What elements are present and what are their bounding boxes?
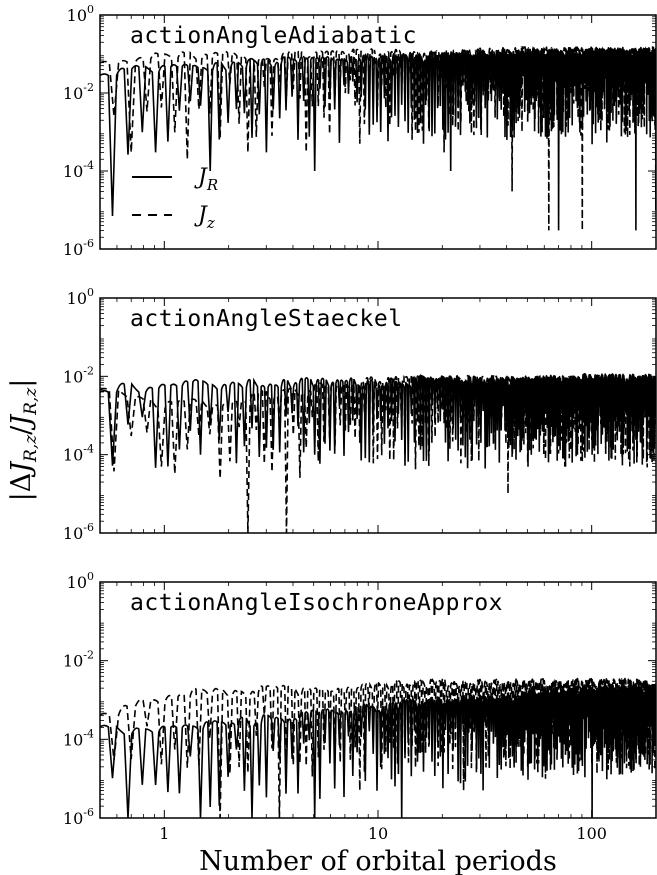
- legend-label-jr: JR: [194, 165, 218, 194]
- panel-title: actionAngleAdiabatic: [130, 23, 417, 49]
- panel-title: actionAngleIsochroneApprox: [130, 590, 503, 616]
- x-tick-label: 10: [368, 824, 388, 843]
- legend-label-jz: Jz: [194, 203, 215, 232]
- y-tick-label: 10-6: [63, 806, 94, 828]
- y-tick-label: 10-2: [63, 81, 94, 103]
- x-axis-label: Number of orbital periods: [199, 846, 557, 875]
- y-tick-label: 100: [67, 570, 94, 592]
- series-line-jz: [100, 46, 656, 231]
- series-line-jz: [100, 374, 656, 533]
- panel-3: 100 10-2 10-4 10-6 1 10 100 actionAngleIsochron…: [63, 570, 657, 843]
- series-line-jr: [100, 372, 656, 469]
- y-tick-label: 10-6: [63, 237, 94, 259]
- y-tick-label: 10-2: [63, 649, 94, 671]
- y-tick-label: 10-2: [63, 364, 94, 386]
- y-axis-label: |ΔJR,z/JR,z|: [6, 379, 41, 502]
- y-tick-label: 10-4: [63, 159, 94, 181]
- panel-title: actionAngleStaeckel: [130, 306, 403, 332]
- y-tick-label: 100: [67, 286, 94, 308]
- x-tick-label: 1: [159, 824, 169, 843]
- panel-2: 100 10-2 10-4 10-6 actionAngleStaeckel: [63, 286, 657, 543]
- panel-1: 100 10-2 10-4 10-6 actionAngleAdiabatic JR Jz: [63, 3, 657, 259]
- x-tick-label: 100: [576, 824, 607, 843]
- y-tick-label: 10-4: [63, 443, 94, 465]
- series-line-jz: [100, 677, 656, 818]
- y-tick-label: 10-6: [63, 521, 94, 543]
- y-tick-label: 10-4: [63, 727, 94, 749]
- y-tick-label: 100: [67, 3, 94, 25]
